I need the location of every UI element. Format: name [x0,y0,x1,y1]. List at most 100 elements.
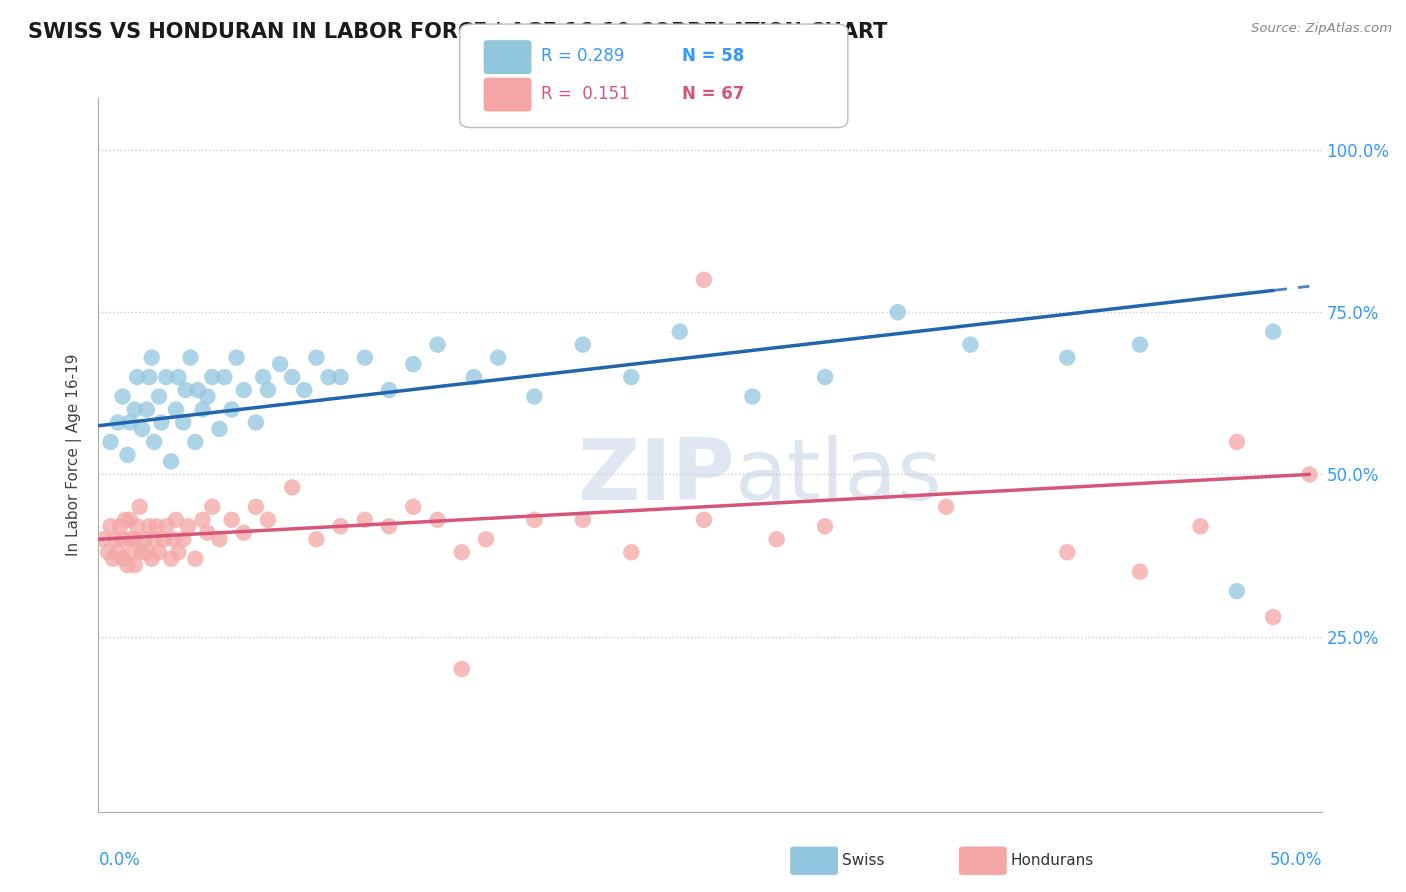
Point [450,662,472,676]
Point [141,351,163,365]
Point [620,370,643,384]
Point [572,513,595,527]
Point [354,513,377,527]
Point [187,383,209,397]
Text: SWISS VS HONDURAN IN LABOR FORCE | AGE 16-19 CORRELATION CHART: SWISS VS HONDURAN IN LABOR FORCE | AGE 1… [28,22,887,44]
Point [118,513,141,527]
Point [104,533,127,547]
Text: 50.0%: 50.0% [1270,851,1322,869]
Point [179,351,201,365]
Point [486,351,509,365]
Point [693,273,716,287]
Point [91,533,114,547]
Point [143,434,166,449]
Point [124,533,146,547]
Point [145,519,167,533]
Point [124,558,146,573]
Point [167,370,190,384]
Point [191,402,214,417]
Point [150,416,173,430]
Point [117,558,139,573]
Point [426,337,449,351]
Text: Swiss: Swiss [842,854,884,868]
Point [118,416,141,430]
Point [1263,325,1285,339]
Point [1189,519,1212,533]
Point [148,545,170,559]
Point [167,545,190,559]
Point [127,370,149,384]
Point [281,370,304,384]
Point [155,370,177,384]
Point [111,533,134,547]
Point [124,402,146,417]
Text: N = 58: N = 58 [682,47,744,65]
Point [329,519,352,533]
Point [257,513,280,527]
Point [111,390,134,404]
Point [160,551,183,566]
Point [1226,584,1249,599]
Point [572,337,595,351]
Point [814,519,837,533]
Text: Hondurans: Hondurans [1011,854,1094,868]
Point [208,422,231,436]
Point [141,551,163,566]
Text: Source: ZipAtlas.com: Source: ZipAtlas.com [1251,22,1392,36]
Point [765,533,787,547]
Point [118,533,141,547]
Point [402,357,425,371]
Point [1129,337,1152,351]
Point [1263,610,1285,624]
Point [620,545,643,559]
Point [165,402,187,417]
Y-axis label: In Labor Force | Age 16-19: In Labor Force | Age 16-19 [66,353,83,557]
Point [221,402,243,417]
Text: ZIP: ZIP [576,434,734,518]
Text: atlas: atlas [734,434,942,518]
Text: N = 67: N = 67 [682,85,744,103]
Point [127,519,149,533]
Text: R = 0.289: R = 0.289 [541,47,624,65]
Point [165,513,187,527]
Point [450,545,472,559]
Point [693,513,716,527]
Point [1298,467,1320,482]
Point [174,383,197,397]
Point [523,513,546,527]
Point [135,545,157,559]
Point [305,351,328,365]
Point [110,519,132,533]
Point [208,533,231,547]
Point [329,370,352,384]
Point [197,525,219,540]
Point [153,533,176,547]
Point [221,513,243,527]
Point [201,370,224,384]
Point [131,422,153,436]
Point [814,370,837,384]
Point [117,448,139,462]
Point [162,533,184,547]
Point [100,434,122,449]
Point [101,551,124,566]
Point [201,500,224,514]
Point [402,500,425,514]
Point [354,351,377,365]
Point [1056,545,1078,559]
Point [232,383,254,397]
Point [463,370,485,384]
Point [305,533,328,547]
Point [114,513,136,527]
Point [172,533,194,547]
Point [138,519,160,533]
Point [292,383,315,397]
Point [155,519,177,533]
Point [131,545,153,559]
Point [191,513,214,527]
Point [138,370,160,384]
Point [1129,565,1152,579]
Point [148,390,170,404]
Point [214,370,236,384]
Point [1226,434,1249,449]
